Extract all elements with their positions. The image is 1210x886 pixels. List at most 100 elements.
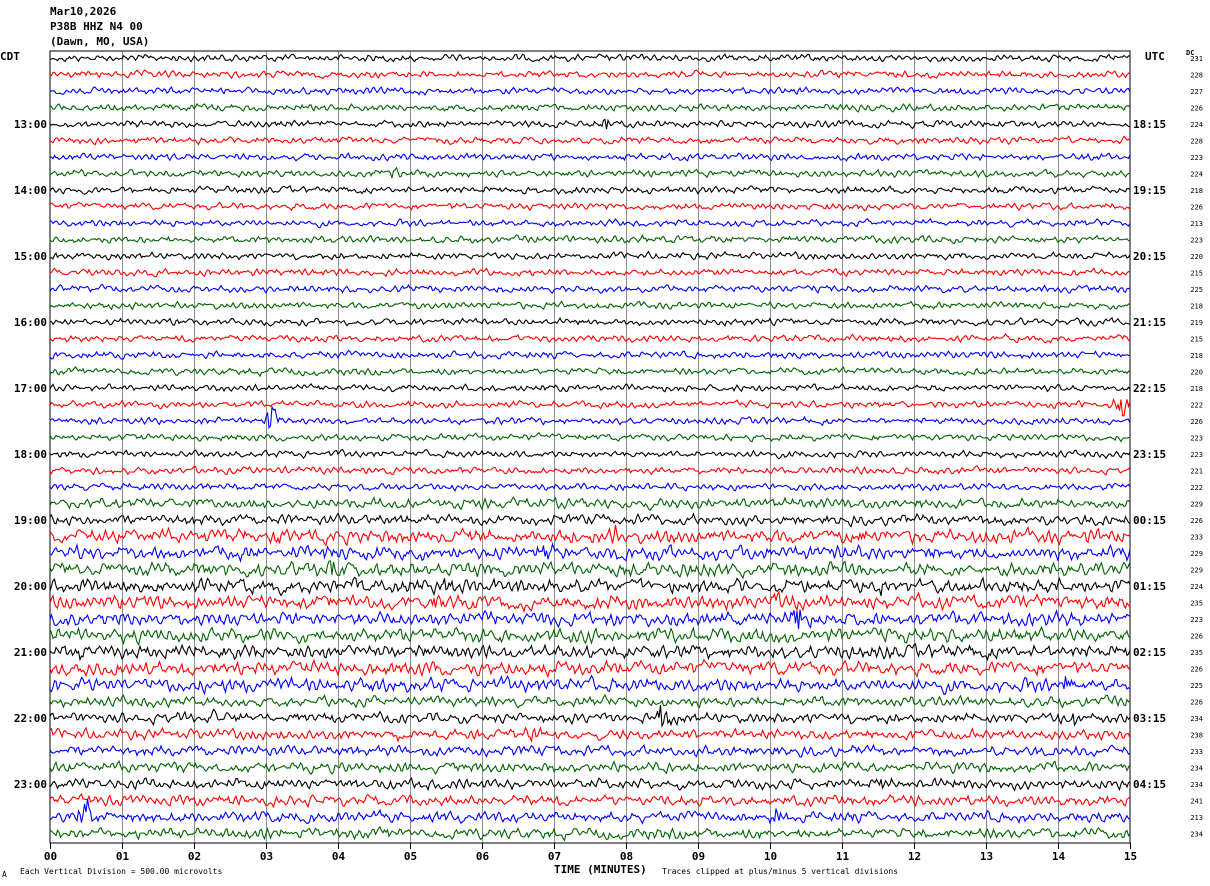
seismic-trace <box>49 482 1131 492</box>
dc-offset-label: 220 <box>1190 369 1203 377</box>
dc-offset-label: 223 <box>1190 616 1203 624</box>
x-tick-label: 02 <box>188 850 201 863</box>
cdt-hour-label: 17:00 <box>14 382 47 395</box>
station-code: P38B HHZ N4 00 <box>50 20 143 33</box>
x-tick-label: 06 <box>476 850 490 863</box>
cdt-hour-label: 15:00 <box>14 250 47 263</box>
seismic-trace <box>49 333 1131 344</box>
dc-offset-label: 222 <box>1190 484 1203 492</box>
seismic-trace <box>49 349 1130 360</box>
cdt-hour-label: 14:00 <box>14 184 47 197</box>
dc-offset-label: 226 <box>1190 517 1203 525</box>
dc-offset-label: 225 <box>1190 286 1203 294</box>
seismic-trace <box>49 448 1131 460</box>
dc-offset-header: DC <box>1186 49 1195 57</box>
dc-offset-label: 229 <box>1190 550 1203 558</box>
station-location: (Dawn, MO, USA) <box>50 35 150 48</box>
dc-offset-label: 227 <box>1190 88 1203 96</box>
x-tick-label: 04 <box>332 850 346 863</box>
utc-hour-label: 18:15 <box>1133 118 1166 131</box>
dc-offset-label: 218 <box>1190 187 1203 195</box>
seismic-trace <box>49 524 1131 547</box>
dc-offset-label: 215 <box>1190 270 1203 278</box>
dc-offset-label: 215 <box>1190 336 1203 344</box>
dc-offset-label: 234 <box>1190 715 1203 723</box>
plot-frame <box>49 50 1131 844</box>
seismic-trace <box>49 316 1131 327</box>
seismic-trace <box>49 560 1131 580</box>
seismic-trace <box>49 590 1131 614</box>
dc-offset-label: 234 <box>1190 831 1203 839</box>
dc-offset-label: 213 <box>1190 814 1203 822</box>
dc-offset-label: 223 <box>1190 435 1203 443</box>
seismic-trace <box>49 759 1131 776</box>
dc-offset-label: 233 <box>1190 748 1203 756</box>
seismic-trace <box>49 642 1131 662</box>
dc-offset-label: 234 <box>1190 765 1203 773</box>
dc-offset-label: 223 <box>1190 451 1203 459</box>
seismic-trace <box>49 118 1131 130</box>
dc-offset-label: 234 <box>1190 781 1203 789</box>
dc-offset-label: 223 <box>1190 154 1203 162</box>
dc-offset-label: 222 <box>1190 402 1203 410</box>
dc-offset-label: 224 <box>1190 583 1203 591</box>
seismic-trace <box>49 576 1131 597</box>
seismic-trace <box>49 726 1131 744</box>
dc-offset-label: 213 <box>1190 220 1203 228</box>
dc-offset-label: 228 <box>1190 72 1203 80</box>
dc-offset-label: 224 <box>1190 171 1203 179</box>
x-tick-label: 08 <box>620 850 633 863</box>
seismic-trace <box>49 201 1131 212</box>
utc-hour-label: 21:15 <box>1133 316 1166 329</box>
dc-offset-label: 228 <box>1190 138 1203 146</box>
seismic-trace <box>49 185 1131 195</box>
seismic-trace <box>49 658 1131 679</box>
dc-offset-label: 218 <box>1190 303 1203 311</box>
seismic-trace <box>49 405 1131 430</box>
seismic-trace <box>49 217 1131 229</box>
x-tick-label: 03 <box>260 850 273 863</box>
x-tick-label: 11 <box>836 850 850 863</box>
seismic-trace <box>49 776 1131 792</box>
seismic-trace <box>49 53 1130 63</box>
dc-offset-label: 224 <box>1190 121 1203 129</box>
utc-hour-label: 00:15 <box>1133 514 1166 527</box>
utc-hour-label: 23:15 <box>1133 448 1166 461</box>
seismic-trace <box>49 432 1131 443</box>
seismic-trace <box>49 609 1131 630</box>
cdt-hour-label: 22:00 <box>14 712 47 725</box>
dc-offset-label: 220 <box>1190 253 1203 261</box>
utc-hour-label: 22:15 <box>1133 382 1166 395</box>
x-tick-label: 00 <box>44 850 57 863</box>
seismic-trace <box>49 743 1131 758</box>
seismic-trace <box>49 512 1131 528</box>
seismic-trace <box>49 383 1131 393</box>
dc-offset-label: 241 <box>1190 798 1203 806</box>
plot-date: Mar10,2026 <box>50 5 117 18</box>
utc-hour-label: 04:15 <box>1133 778 1166 791</box>
utc-hour-label: 02:15 <box>1133 646 1166 659</box>
vertical-scale-note: Each Vertical Division = 500.00 microvol… <box>20 867 223 876</box>
x-axis-title: TIME (MINUTES) <box>554 863 647 876</box>
seismic-trace <box>49 798 1131 825</box>
seismic-trace <box>49 674 1131 696</box>
dc-offset-label: 223 <box>1190 237 1203 245</box>
cdt-hour-label: 13:00 <box>14 118 47 131</box>
seismic-trace <box>49 300 1131 311</box>
dc-offset-label: 235 <box>1190 600 1203 608</box>
dc-offset-label: 235 <box>1190 649 1203 657</box>
x-tick-label: 13 <box>980 850 993 863</box>
footer-marker: A <box>2 870 7 879</box>
seismic-trace <box>49 398 1131 417</box>
utc-hour-label: 01:15 <box>1133 580 1166 593</box>
x-tick-label: 14 <box>1052 850 1066 863</box>
cdt-hour-label: 19:00 <box>14 514 47 527</box>
utc-hour-label: 20:15 <box>1133 250 1166 263</box>
dc-offset-label: 231 <box>1190 55 1203 63</box>
seismic-trace <box>49 152 1131 162</box>
x-tick-label: 05 <box>404 850 417 863</box>
dc-offset-label: 226 <box>1190 666 1203 674</box>
seismic-trace <box>49 102 1131 113</box>
utc-hour-label: 19:15 <box>1133 184 1166 197</box>
